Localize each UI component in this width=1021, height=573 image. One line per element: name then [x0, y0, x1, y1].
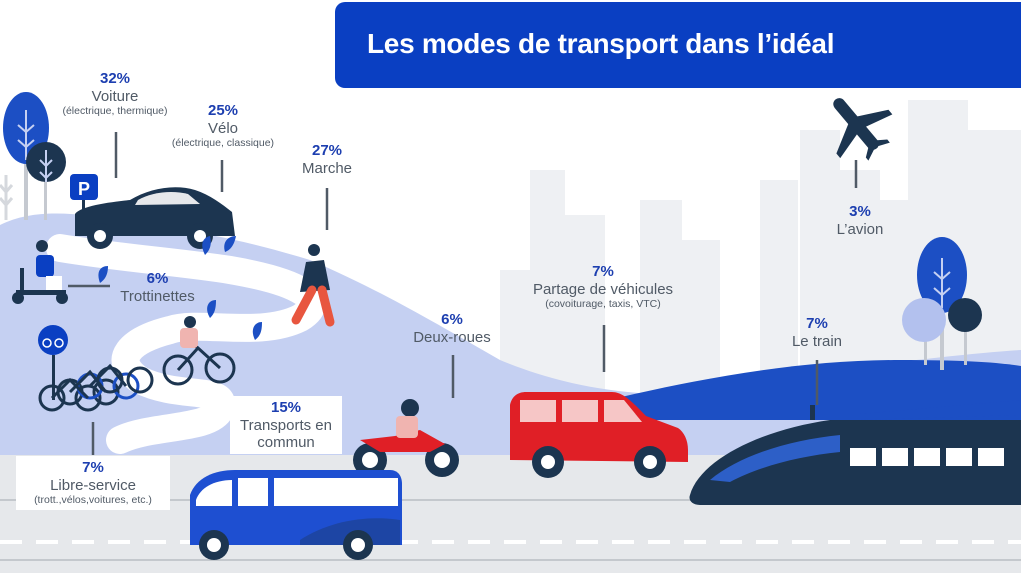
name-libre-service: Libre-service — [50, 477, 136, 494]
motorcycle-illustration — [353, 399, 459, 477]
name-transports-line1: Transports en — [240, 417, 332, 434]
percent-libre-service: 7% — [82, 459, 104, 476]
tree-icon — [0, 92, 66, 220]
name-avion: L’avion — [836, 221, 884, 238]
car-illustration — [75, 187, 235, 249]
name-voiture: Voiture — [91, 88, 139, 105]
percent-velo: 25% — [207, 102, 239, 119]
name-marche: Marche — [301, 160, 353, 177]
sub-partage: (covoiturage, taxis, VTC) — [545, 298, 661, 310]
percent-voiture: 32% — [99, 70, 131, 87]
tree-icon-right — [902, 237, 982, 370]
bus-illustration — [190, 470, 402, 560]
percent-marche: 27% — [311, 142, 343, 159]
name-partage: Partage de véhicules — [532, 281, 674, 298]
scooter-rider-illustration — [12, 240, 68, 304]
label-partage-vehicules: 7% Partage de véhicules (covoiturage, ta… — [528, 263, 678, 311]
title-banner: Les modes de transport dans l’idéal — [335, 2, 1021, 88]
shared-car-illustration — [510, 392, 688, 478]
plant-icon — [98, 236, 262, 340]
walker-illustration — [291, 244, 335, 327]
parking-letter: P — [78, 179, 90, 199]
label-deux-roues: 6% Deux-roues — [402, 311, 502, 346]
airplane-icon — [833, 98, 893, 161]
name-velo: Vélo — [207, 120, 239, 137]
percent-train: 7% — [806, 315, 828, 332]
winding-path — [46, 234, 326, 454]
parking-icon: P — [70, 174, 98, 220]
page-title: Les modes de transport dans l’idéal — [367, 28, 835, 59]
cyclist-illustration — [162, 316, 236, 386]
label-marche: 27% Marche — [287, 142, 367, 177]
percent-transports: 15% — [270, 399, 302, 416]
sub-velo: (électrique, classique) — [171, 137, 275, 149]
name-train: Le train — [791, 333, 843, 350]
label-train: 7% Le train — [777, 315, 857, 350]
label-libre-service: 7% Libre-service (trott.,vélos,voitures,… — [16, 456, 170, 510]
bike-lane-sign-icon — [38, 325, 68, 400]
percent-partage: 7% — [592, 263, 614, 280]
percent-avion: 3% — [849, 203, 871, 220]
percent-trottinettes: 6% — [146, 270, 169, 287]
label-transports-en-commun: 15% Transports en commun — [230, 396, 342, 454]
name-deux-roues: Deux-roues — [413, 329, 491, 346]
label-trottinettes: 6% Trottinettes — [110, 270, 205, 305]
label-velo: 25% Vélo (électrique, classique) — [158, 102, 288, 150]
label-avion: 3% L’avion — [820, 203, 900, 238]
connector-lines — [68, 132, 858, 455]
dark-hill — [600, 360, 1021, 420]
percent-deux-roues: 6% — [441, 311, 463, 328]
name-trottinettes: Trottinettes — [120, 288, 195, 305]
sub-libre-service: (trott.,vélos,voitures, etc.) — [34, 494, 152, 506]
bike-rack-illustration — [38, 363, 154, 412]
train-illustration — [689, 400, 1021, 505]
label-voiture: 32% Voiture (électrique, thermique) — [50, 70, 180, 118]
sub-voiture: (électrique, thermique) — [62, 105, 168, 117]
name-transports-line2: commun — [257, 434, 315, 451]
